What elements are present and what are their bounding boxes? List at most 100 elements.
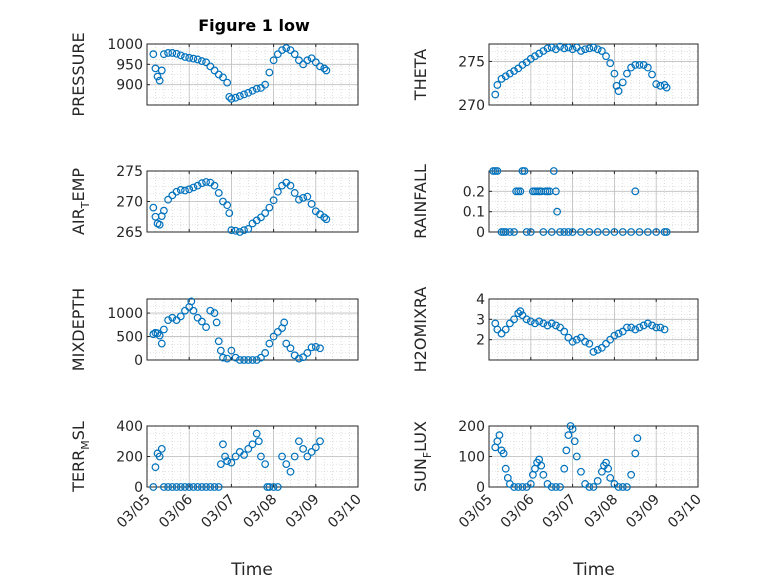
panel-theta: 270 275 THETA: [411, 42, 699, 114]
data-point: [560, 464, 569, 473]
data-point: [543, 44, 552, 53]
data-point: [635, 61, 644, 69]
data-point: [316, 62, 324, 71]
data-point: [662, 228, 671, 236]
data-point: [610, 331, 619, 340]
data-point: [556, 42, 564, 51]
data-point: [585, 44, 594, 53]
x-tick-label: 03/08: [241, 492, 281, 532]
data-point: [273, 187, 282, 196]
data-point: [227, 226, 236, 235]
axes-box: [488, 170, 699, 233]
data-point: [643, 228, 652, 236]
data-point: [547, 319, 556, 328]
data-point: [618, 78, 627, 87]
data-point: [627, 323, 636, 332]
data-point: [231, 93, 240, 102]
data-point: [295, 56, 303, 65]
data-point: [572, 452, 581, 461]
data-point: [597, 343, 606, 352]
panel-mixdepth: 0 500 1000 MIXDEPTH: [69, 288, 359, 371]
data-point: [240, 226, 248, 235]
x-tick-label: 03/05: [114, 492, 154, 532]
data-point: [189, 483, 198, 491]
data-point: [618, 327, 627, 336]
x-tick-label: 03/07: [198, 492, 238, 532]
data-point: [248, 86, 257, 95]
y-tick-label: 0.1: [463, 205, 485, 221]
data-point: [303, 349, 312, 357]
data-point: [577, 333, 585, 342]
data-point: [235, 356, 244, 364]
data-point: [181, 53, 189, 61]
y-tick-label: 900: [116, 78, 143, 94]
data-point: [290, 189, 299, 197]
data-point: [633, 434, 642, 443]
data-point: [564, 43, 573, 52]
data-point: [510, 483, 518, 491]
data-point: [202, 323, 210, 332]
y-tick-label: 200: [116, 450, 143, 466]
panel-rainfall: 0 0.1 0.2 RAINFALL: [411, 164, 699, 241]
data-point: [303, 192, 312, 201]
data-point: [311, 58, 320, 67]
data-point: [151, 463, 160, 472]
data-point: [627, 470, 636, 479]
data-point: [206, 62, 215, 71]
data-point: [214, 483, 223, 491]
data-point: [602, 52, 610, 61]
data-point: [491, 90, 500, 99]
data-point: [202, 483, 210, 491]
data-point: [295, 437, 303, 446]
data-point: [210, 309, 219, 317]
data-point: [543, 321, 552, 330]
data-point: [589, 483, 598, 491]
data-point: [206, 483, 215, 491]
data-point: [299, 193, 308, 202]
x-tick-label: 03/06: [498, 491, 538, 531]
data-point: [522, 228, 531, 236]
data-point: [172, 483, 181, 491]
panel-air-temp: 265 270 275 AIRTEMP: [69, 164, 359, 241]
data-point: [172, 187, 181, 196]
data-point: [216, 460, 225, 469]
data-point: [286, 467, 295, 476]
axes-box: [146, 43, 359, 106]
data-point: [562, 446, 571, 455]
x-tick-label: 03/06: [156, 491, 196, 531]
data-point: [543, 187, 552, 196]
data-point: [197, 483, 206, 491]
data-point: [282, 460, 291, 469]
data-point: [320, 213, 329, 222]
data-point: [518, 311, 527, 320]
data-point: [581, 337, 590, 346]
data-point: [577, 47, 585, 55]
y-tick-label: 3: [476, 312, 485, 328]
data-point: [273, 50, 282, 59]
data-point: [280, 318, 289, 327]
data-point: [514, 187, 523, 196]
data-point: [568, 228, 577, 236]
data-point: [269, 196, 278, 205]
data-point: [516, 307, 525, 316]
data-point: [493, 167, 502, 175]
data-point: [506, 319, 514, 328]
data-point: [560, 228, 569, 236]
data-point: [551, 321, 560, 330]
data-point: [526, 228, 535, 236]
data-point: [149, 50, 158, 59]
data-point: [240, 356, 248, 364]
data-point: [572, 43, 581, 52]
data-point: [589, 43, 598, 52]
data-point: [159, 325, 168, 334]
data-point: [261, 349, 270, 357]
data-point: [193, 181, 202, 190]
data-point: [593, 477, 602, 485]
data-point: [537, 461, 546, 470]
data-point: [623, 69, 631, 78]
data-point: [320, 64, 329, 73]
data-point: [219, 353, 227, 362]
data-point: [202, 58, 210, 67]
y-tick-label: 265: [116, 225, 143, 241]
